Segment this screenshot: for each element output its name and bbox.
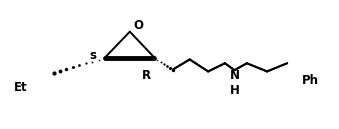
Text: O: O <box>134 19 144 32</box>
Text: Et: Et <box>14 81 28 94</box>
Text: H: H <box>230 84 240 97</box>
Text: N: N <box>230 69 240 82</box>
Text: R: R <box>141 69 151 82</box>
Text: s: s <box>89 49 96 62</box>
Text: Ph: Ph <box>302 74 319 87</box>
